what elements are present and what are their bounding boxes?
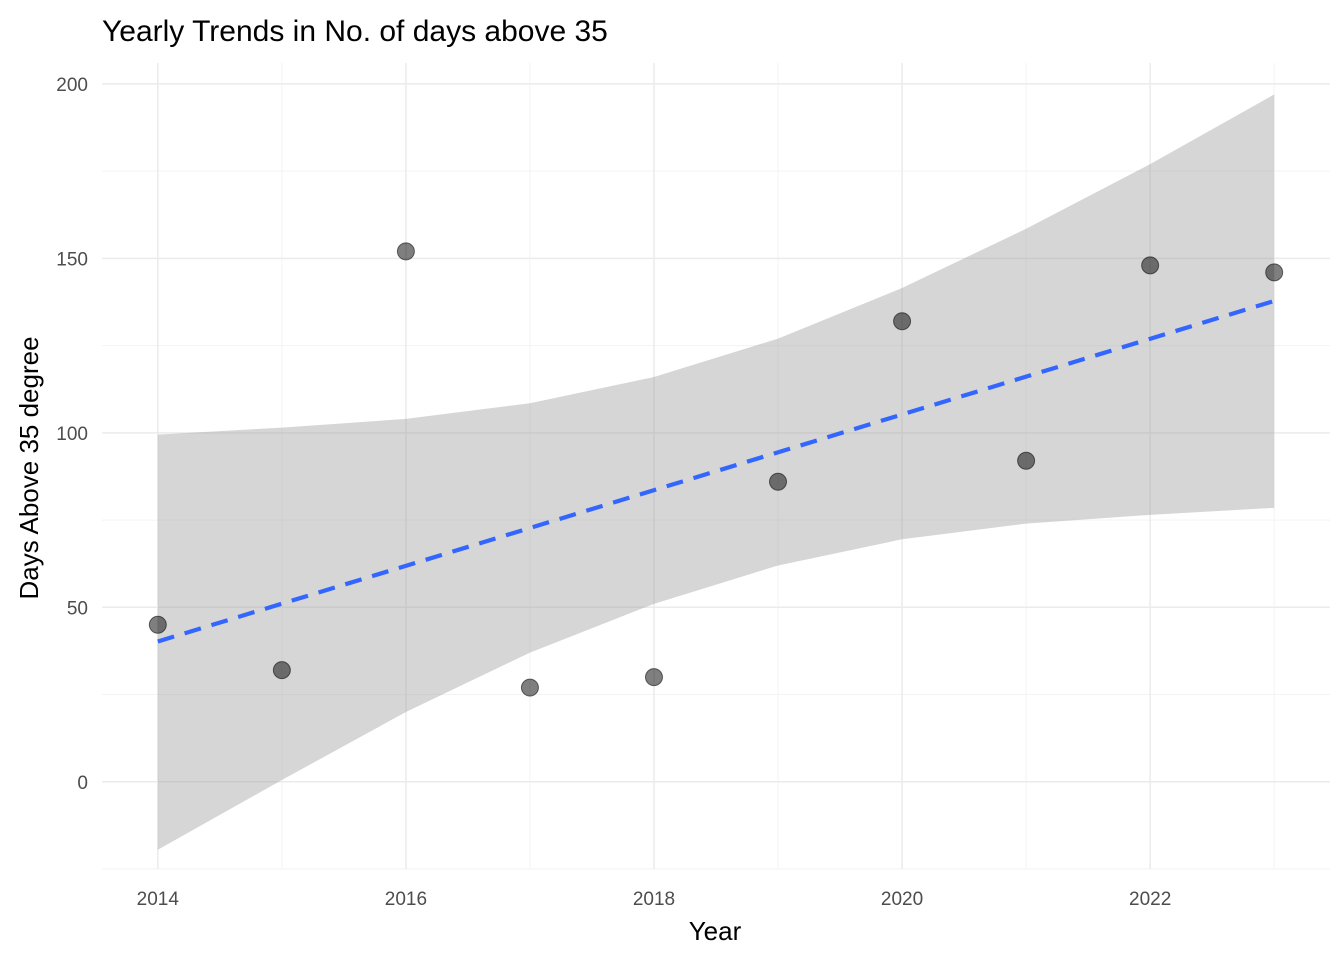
data-point (272, 661, 291, 680)
chart-title: Yearly Trends in No. of days above 35 (102, 15, 608, 48)
data-point (1017, 451, 1036, 470)
x-tick-label: 2020 (881, 889, 923, 910)
x-tick-label: 2018 (633, 889, 675, 910)
data-point (769, 472, 788, 491)
major-gridlines (102, 63, 1330, 869)
x-axis-title: Year (689, 916, 742, 946)
data-point (148, 615, 167, 634)
x-tick-label: 2022 (1129, 889, 1171, 910)
y-tick-label: 0 (77, 773, 88, 794)
data-point (396, 242, 415, 261)
data-point (1265, 263, 1284, 282)
y-tick-label: 200 (56, 75, 88, 96)
y-tick-label: 150 (56, 249, 88, 270)
data-point (644, 668, 663, 687)
y-axis-tick-labels: 0 50 100 150 200 (56, 75, 88, 794)
x-tick-label: 2016 (385, 889, 427, 910)
y-tick-label: 50 (67, 598, 88, 619)
x-axis-tick-labels: 2014 2016 2018 2020 2022 (137, 889, 1172, 910)
data-point (893, 312, 912, 331)
data-point (520, 678, 539, 697)
data-point (1141, 256, 1160, 275)
confidence-band (157, 94, 1275, 850)
y-tick-label: 100 (56, 424, 88, 445)
x-tick-label: 2014 (137, 889, 180, 910)
confidence-band-layer (157, 94, 1275, 850)
data-points (148, 242, 1284, 697)
y-axis-title: Days Above 35 degree (14, 336, 44, 599)
